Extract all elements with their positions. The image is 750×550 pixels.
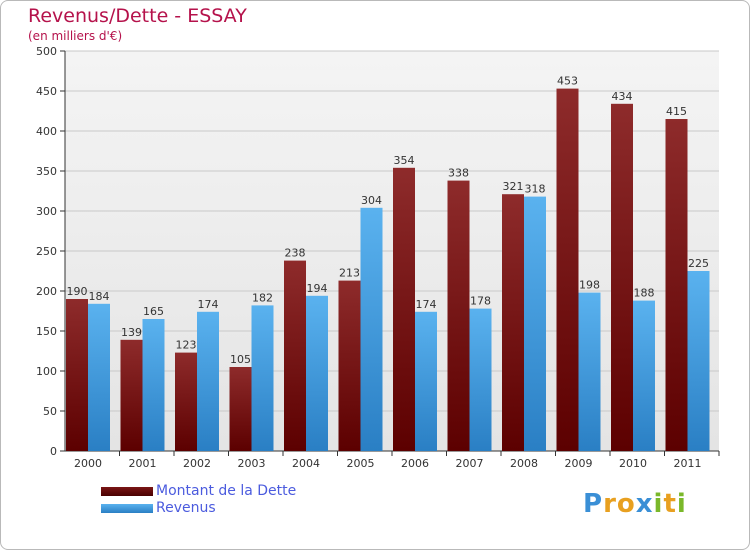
bar-revenus [415, 311, 437, 451]
x-tick-label: 2009 [565, 457, 593, 470]
data-label: 184 [89, 290, 110, 303]
y-tick-label: 200 [36, 285, 57, 298]
data-label: 225 [688, 257, 709, 270]
bar-dette [611, 103, 633, 452]
bar-dette [447, 180, 470, 451]
data-label: 188 [634, 287, 655, 300]
bar-revenus [251, 305, 274, 451]
data-label: 238 [285, 247, 306, 260]
y-tick-label: 250 [36, 245, 57, 258]
x-tick-label: 2001 [129, 457, 157, 470]
data-label: 182 [252, 291, 273, 304]
x-tick-label: 2002 [183, 457, 211, 470]
data-label: 213 [339, 267, 360, 280]
logo-letter: P [583, 489, 604, 519]
data-label: 139 [121, 326, 142, 339]
bar-dette [338, 280, 361, 451]
x-tick-label: 2011 [674, 457, 702, 470]
y-tick-label: 150 [36, 325, 57, 338]
y-tick-label: 100 [36, 365, 57, 378]
x-tick-label: 2008 [510, 457, 538, 470]
data-label: 178 [470, 295, 491, 308]
data-label: 174 [198, 298, 219, 311]
logo-letter: o [616, 489, 636, 519]
logo-letter: i [676, 489, 687, 519]
bar-revenus [578, 292, 601, 451]
bar-dette [393, 167, 415, 452]
y-tick-label: 350 [36, 165, 57, 178]
x-tick-label: 2000 [74, 457, 102, 470]
y-tick-label: 50 [43, 405, 57, 418]
bar-dette [502, 194, 524, 451]
data-label: 434 [612, 90, 633, 103]
legend-swatch-debt [101, 487, 153, 496]
data-label: 338 [448, 167, 469, 180]
bar-dette [665, 119, 688, 451]
data-label: 105 [230, 353, 251, 366]
proxiti-logo: Proxiti [583, 489, 687, 519]
y-tick-label: 450 [36, 85, 57, 98]
bar-dette [120, 339, 143, 451]
logo-letter: t [663, 489, 677, 519]
bar-dette [229, 367, 252, 451]
legend-swatch-revenue [101, 504, 153, 513]
logo-letter: x [635, 489, 654, 519]
data-label: 321 [503, 180, 524, 193]
data-label: 354 [394, 154, 415, 167]
bar-revenus [524, 196, 546, 451]
logo-letter: i [653, 489, 664, 519]
data-label: 453 [557, 75, 578, 88]
chart-subtitle: (en milliers d'€) [28, 29, 123, 43]
x-tick-label: 2007 [456, 457, 484, 470]
data-label: 123 [176, 339, 197, 352]
bar-revenus [142, 319, 165, 451]
data-label: 194 [307, 282, 328, 295]
y-tick-label: 400 [36, 125, 57, 138]
data-label: 190 [67, 285, 88, 298]
data-label: 174 [416, 298, 437, 311]
bar-revenus [633, 300, 655, 451]
data-label: 304 [361, 194, 382, 207]
bar-revenus [360, 207, 383, 451]
y-tick-label: 500 [36, 45, 57, 58]
x-tick-label: 2006 [401, 457, 429, 470]
data-label: 318 [525, 183, 546, 196]
x-tick-label: 2010 [619, 457, 647, 470]
data-label: 415 [666, 105, 687, 118]
bar-dette [66, 299, 88, 451]
y-tick-label: 0 [50, 445, 57, 458]
y-tick-label: 300 [36, 205, 57, 218]
bar-revenus [469, 308, 492, 451]
x-tick-label: 2003 [238, 457, 266, 470]
x-tick-label: 2004 [292, 457, 320, 470]
bar-revenus [687, 271, 710, 451]
data-label: 165 [143, 305, 164, 318]
bar-revenus [197, 311, 219, 451]
bar-revenus [88, 303, 110, 451]
logo-letter: r [603, 489, 617, 519]
bar-dette [175, 352, 197, 451]
legend-label-revenue: Revenus [156, 500, 216, 516]
data-label: 198 [579, 279, 600, 292]
bar-dette [556, 88, 579, 451]
chart-title: Revenus/Dette - ESSAY [28, 5, 247, 27]
legend-label-debt: Montant de la Dette [156, 483, 297, 499]
bar-revenus [306, 295, 328, 451]
bar-dette [284, 260, 306, 451]
x-tick-label: 2005 [347, 457, 375, 470]
